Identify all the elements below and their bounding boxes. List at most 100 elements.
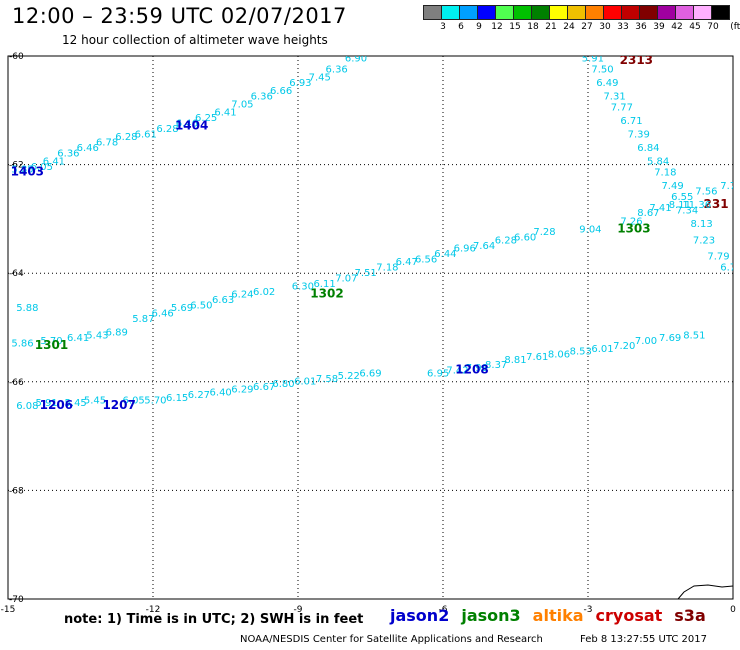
wave-height-value: 6.08 xyxy=(16,401,38,412)
wave-height-value: 6.41 xyxy=(214,108,236,119)
wave-height-value: 7.42 xyxy=(446,366,468,377)
legend-swatches xyxy=(423,5,730,24)
wave-height-value: 7.98 xyxy=(466,363,488,374)
wave-height-value: 7.28 xyxy=(533,227,555,238)
wave-height-value: 8.53 xyxy=(570,347,592,358)
legend-label: 70 xyxy=(707,22,719,32)
wave-height-value: 6.93 xyxy=(289,78,311,89)
wave-height-value: 6.46 xyxy=(77,143,99,154)
chart-subtitle: 12 hour collection of altimeter wave hei… xyxy=(62,33,328,47)
y-tick-label: -64 xyxy=(9,269,24,279)
wave-height-value: 7.45 xyxy=(309,72,331,83)
wave-height-value: 5.87 xyxy=(132,314,154,325)
pass-label: 1208 xyxy=(455,363,488,377)
wave-height-value: 8.51 xyxy=(683,330,705,341)
wave-height-value: 7.39 xyxy=(628,129,650,140)
wave-height-value: 7.34 xyxy=(676,205,698,216)
wave-height-value: 6.24 xyxy=(231,290,253,301)
pass-label: 231 xyxy=(704,197,729,211)
wave-height-value: 7.50 xyxy=(591,64,613,75)
wave-height-value: 5.91 xyxy=(582,53,604,64)
legend-label: 6 xyxy=(458,22,464,32)
wave-height-value: 6.56 xyxy=(415,254,437,265)
wave-height-value: 11.36 xyxy=(682,200,711,211)
wave-height-value: 6.05 xyxy=(123,396,145,407)
wave-height-value: 6.69 xyxy=(359,368,381,379)
x-tick-label: -6 xyxy=(439,605,448,615)
wave-height-value: 8.67 xyxy=(637,208,659,219)
wave-height-value: 6.36 xyxy=(251,91,273,102)
wave-height-value: 7.64 xyxy=(473,241,495,252)
satellite-jason2: jason2 xyxy=(390,606,450,625)
legend-label: 27 xyxy=(581,22,593,32)
y-tick-label: -60 xyxy=(9,52,24,62)
wave-height-value: 7.56 xyxy=(695,186,717,197)
wave-height-value: 5.45 xyxy=(84,396,106,407)
wave-height-value: 9.04 xyxy=(579,224,601,235)
wave-height-value: 5.70 xyxy=(40,336,62,347)
pass-label: 1403 xyxy=(11,164,44,178)
wave-height-value: 6.01 xyxy=(591,344,613,355)
wave-height-value: 5.22 xyxy=(338,371,360,382)
wave-height-value: 7.58 xyxy=(316,374,338,385)
x-tick-label: -15 xyxy=(1,605,16,615)
wave-height-value: 5.86 xyxy=(11,339,33,350)
wave-height-value: 5.85 xyxy=(11,165,33,176)
legend-label: 3 xyxy=(440,22,446,32)
wave-height-value: 6.47 xyxy=(396,257,418,268)
y-tick-label: -66 xyxy=(9,378,24,388)
wave-height-value: 6.41 xyxy=(67,333,89,344)
wave-height-value: 7.07 xyxy=(335,273,357,284)
wave-height-value: 6.28 xyxy=(115,132,137,143)
wave-height-value: 5.69 xyxy=(171,303,193,314)
legend-label: 33 xyxy=(617,22,629,32)
wave-height-value: 7.31 xyxy=(603,91,625,102)
wave-height-value: 5.43 xyxy=(86,330,108,341)
wave-height-value: 6.46 xyxy=(152,309,174,320)
wave-height-value: 6.55 xyxy=(671,192,693,203)
pass-label: 1303 xyxy=(617,221,650,235)
wave-height-value: 7.18 xyxy=(376,262,398,273)
wave-height-value: 7.49 xyxy=(661,181,683,192)
legend-label: 42 xyxy=(671,22,683,32)
wave-height-value: 6.80 xyxy=(272,379,294,390)
legend-label: 12 xyxy=(491,22,503,32)
x-tick-label: -3 xyxy=(584,605,593,615)
legend-label: 9 xyxy=(476,22,482,32)
wave-height-value: 7.00 xyxy=(635,336,657,347)
legend-label: 39 xyxy=(653,22,665,32)
legend-label: 45 xyxy=(689,22,701,32)
credit-text: NOAA/NESDIS Center for Satellite Applica… xyxy=(240,634,543,645)
wave-height-value: 6.50 xyxy=(190,300,212,311)
plot-frame xyxy=(7,55,734,600)
wave-height-value: 6.41 xyxy=(43,157,65,168)
generated-timestamp: Feb 8 13:27:55 UTC 2017 xyxy=(580,634,707,645)
legend-label: 36 xyxy=(635,22,647,32)
wave-height-value: 6.71 xyxy=(620,116,642,127)
satellite-s3a: s3a xyxy=(674,606,706,625)
pass-label: 1301 xyxy=(35,338,68,352)
wave-height-value: 5.45 xyxy=(65,398,87,409)
chart-title: 12:00 – 23:59 UTC 02/07/2017 xyxy=(12,4,347,28)
wave-height-value: 7.51 xyxy=(355,268,377,279)
pass-label: 1404 xyxy=(175,118,208,132)
wave-height-value: 5.70 xyxy=(144,396,166,407)
pass-label: 1302 xyxy=(310,287,343,301)
wave-height-value: 6.30 xyxy=(292,281,314,292)
wave-height-value: 6.05 xyxy=(31,162,53,173)
wave-height-value: 7.69 xyxy=(659,333,681,344)
wave-height-value: 5.84 xyxy=(647,157,669,168)
wave-height-value: 6.90 xyxy=(345,53,367,64)
legend-label: 15 xyxy=(509,22,521,32)
coastline xyxy=(677,584,734,600)
wave-height-value: 8.13 xyxy=(690,219,712,230)
legend-label: 24 xyxy=(563,22,575,32)
wave-height-value: 6.89 xyxy=(106,328,128,339)
wave-height-value: 6.78 xyxy=(96,138,118,149)
wave-height-value: 6.29 xyxy=(231,385,253,396)
y-tick-label: -70 xyxy=(9,595,24,605)
footer-note: note: 1) Time is in UTC; 2) SWH is in fe… xyxy=(64,612,364,627)
pass-label: 1207 xyxy=(102,398,135,412)
wave-height-value: 5.88 xyxy=(16,303,38,314)
